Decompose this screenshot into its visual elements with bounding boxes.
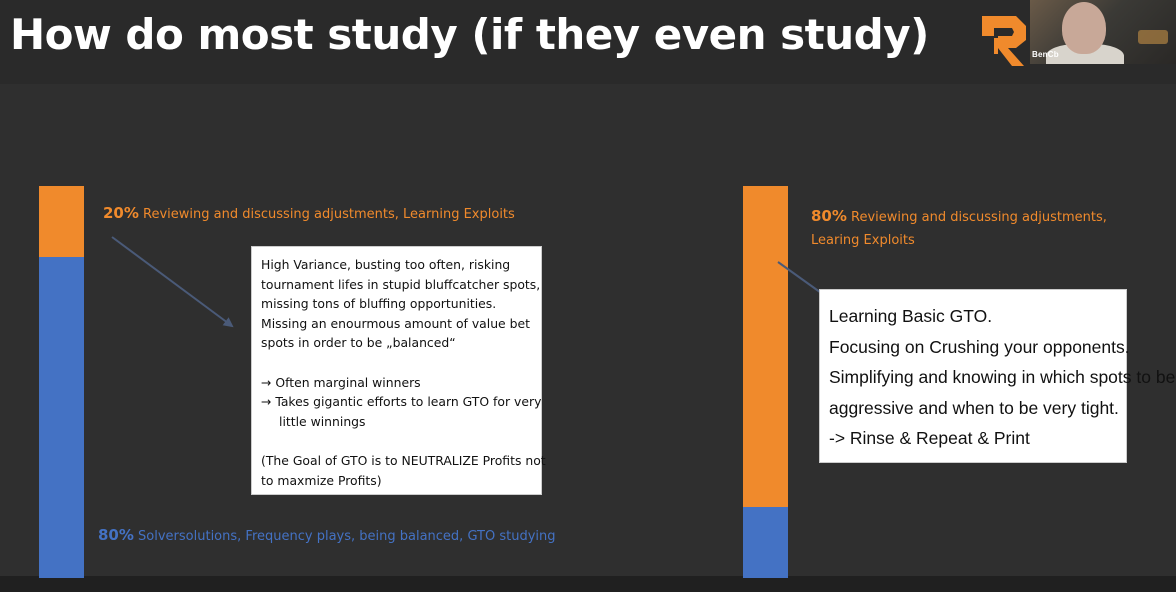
webcam-background-lamp — [1138, 30, 1168, 44]
left-top-percent: 20% — [103, 204, 139, 222]
right-box-line-3: Simplifying and knowing in which spots t… — [829, 367, 1176, 387]
left-bottom-text: Solversolutions, Frequency plays, being … — [133, 529, 556, 544]
slide-footer — [0, 576, 1176, 592]
left-box-line-10 — [261, 431, 533, 451]
right-bar-orange-segment — [743, 186, 788, 507]
left-box-line-12: to maxmize Profits) — [261, 472, 382, 488]
left-box-line-3: missing tons of bluffing opportunities. — [261, 296, 497, 312]
right-top-text-line2: Learing Exploits — [811, 233, 915, 248]
left-explanation-box: High Variance, busting too often, riskin… — [251, 246, 546, 495]
left-arrow — [111, 236, 234, 328]
left-bar-blue-segment — [39, 257, 84, 578]
left-box-line-11: (The Goal of GTO is to NEUTRALIZE Profit… — [261, 452, 546, 468]
left-bar-orange-segment — [39, 186, 84, 257]
right-box-line-4: aggressive and when to be very tight. — [829, 397, 1119, 418]
left-box-line-4: Missing an enourmous amount of value bet — [261, 315, 530, 331]
right-top-text-line1: Reviewing and discussing adjustments, — [846, 210, 1107, 225]
right-explanation-box: Learning Basic GTO. Focusing on Crushing … — [819, 289, 1176, 463]
right-top-percent: 80% — [811, 207, 847, 225]
left-box-line-2: tournament lifes in stupid bluffcatcher … — [261, 276, 541, 292]
slide-title: How do most study (if they even study) — [10, 10, 929, 59]
webcam-overlay: BenCb — [1030, 0, 1176, 64]
left-box-line-9: little winnings — [279, 413, 366, 429]
left-box-line-1: High Variance, busting too often, riskin… — [261, 257, 511, 272]
left-top-label: 20% Reviewing and discussing adjustments… — [103, 204, 515, 222]
right-box-line-1: Learning Basic GTO. — [829, 306, 993, 326]
left-bottom-percent: 80% — [98, 526, 134, 544]
webcam-name-tag: BenCb — [1032, 50, 1059, 59]
webcam-person-face — [1062, 2, 1106, 54]
right-bar-blue-segment — [743, 507, 788, 578]
left-box-line-6 — [261, 353, 533, 373]
slide-header: How do most study (if they even study) B… — [0, 0, 1176, 84]
right-box-line-2: Focusing on Crushing your opponents. — [829, 336, 1130, 357]
webcam-person-shirt — [1046, 44, 1124, 64]
left-bottom-label: 80% Solversolutions, Frequency plays, be… — [98, 526, 556, 544]
left-box-line-5: spots in order to be „balanced“ — [261, 335, 456, 351]
left-top-text: Reviewing and discussing adjustments, Le… — [138, 207, 515, 222]
right-box-line-5: -> Rinse & Repeat & Print — [829, 428, 1030, 448]
right-top-label: 80% Reviewing and discussing adjustments… — [811, 205, 1107, 252]
brand-r-logo-icon — [982, 16, 1026, 66]
left-box-line-7: → Often marginal winners — [261, 374, 421, 390]
left-box-line-8: → Takes gigantic efforts to learn GTO fo… — [261, 394, 542, 410]
